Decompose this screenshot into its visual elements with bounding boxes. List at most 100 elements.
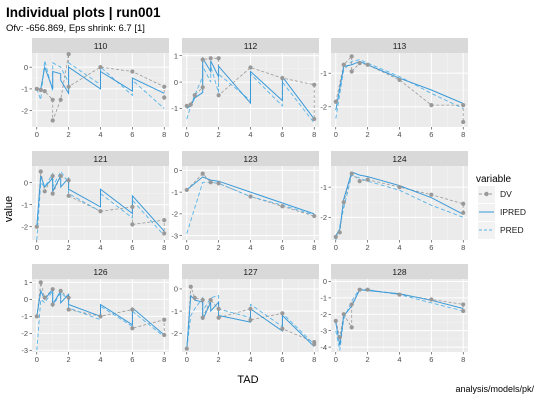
panel-124: 124 0 2 4 6 8 -1 -2 xyxy=(320,151,468,252)
dv-point xyxy=(66,307,71,312)
dv-point xyxy=(337,230,342,235)
x-tick-label: 0 xyxy=(185,243,189,252)
dv-point xyxy=(280,76,285,81)
y-tick-label: -1 xyxy=(21,200,28,209)
x-tick-label: 8 xyxy=(162,130,166,139)
x-tick-label: 2 xyxy=(366,130,370,139)
y-tick-label: 0 xyxy=(24,63,28,72)
x-tick-label: 6 xyxy=(280,130,284,139)
dv-point xyxy=(50,97,55,102)
x-tick-label: 4 xyxy=(98,243,102,252)
dv-point xyxy=(357,179,362,184)
y-tick-label: 0 xyxy=(24,295,28,304)
x-tick-label: 6 xyxy=(280,355,284,364)
dv-point xyxy=(162,84,167,89)
panel-strip-label: 123 xyxy=(243,154,257,164)
x-tick-label: 2 xyxy=(217,130,221,139)
dv-point xyxy=(162,95,167,100)
dv-point xyxy=(184,346,189,351)
dv-point xyxy=(184,103,189,108)
dv-point xyxy=(58,173,63,179)
panel-123: 123 0 2 4 6 8 0 -1 -2 -3 xyxy=(171,151,319,252)
panel-strip xyxy=(182,151,319,166)
x-tick-label: 4 xyxy=(397,355,401,364)
panel-strip-label: 112 xyxy=(244,41,258,51)
x-tick-label: 4 xyxy=(397,243,401,252)
dv-point xyxy=(50,191,55,196)
y-tick-label: -1 xyxy=(320,294,327,303)
x-tick-label: 2 xyxy=(217,355,221,364)
x-tick-label: 6 xyxy=(130,243,134,252)
x-tick-label: 0 xyxy=(35,130,39,139)
dv-point xyxy=(38,280,43,285)
dv-point xyxy=(208,297,213,303)
y-tick-label: -1 xyxy=(320,183,327,192)
y-tick-label: -2 xyxy=(171,329,178,338)
legend-key-point xyxy=(484,191,489,197)
y-tick-label: -2 xyxy=(21,329,28,338)
dv-point xyxy=(248,65,253,70)
dv-point xyxy=(397,185,402,190)
x-tick-label: 0 xyxy=(185,355,189,364)
dv-point xyxy=(333,318,338,323)
panel-strip xyxy=(331,264,468,279)
chart-subtitle: Ofv: -656.869, Eps shrink: 6.7 [1] xyxy=(6,23,145,34)
y-tick-label: -1 xyxy=(171,307,178,316)
x-tick-label: 6 xyxy=(429,130,433,139)
y-tick-label: -1 xyxy=(21,312,28,321)
dv-point xyxy=(365,62,370,67)
dv-point xyxy=(461,210,466,215)
panel-113: 113 0 2 4 6 8 -1 -2 xyxy=(320,38,468,139)
panel-strip xyxy=(182,38,319,53)
panel-strip xyxy=(182,264,319,279)
dv-line xyxy=(335,55,464,122)
dv-point xyxy=(98,314,103,319)
y-tick-label: -2 xyxy=(21,106,28,115)
dv-point xyxy=(461,119,466,125)
dv-point xyxy=(130,204,135,209)
x-tick-label: 8 xyxy=(461,355,465,364)
dv-point xyxy=(337,335,342,340)
dv-point xyxy=(429,103,434,108)
x-tick-label: 6 xyxy=(130,130,134,139)
dv-point xyxy=(130,326,135,331)
y-tick-label: -2 xyxy=(320,213,327,222)
dv-point xyxy=(333,234,338,240)
legend-entry-dv: DV xyxy=(478,186,512,203)
legend: variable DV IPRED PRED xyxy=(476,174,526,239)
dv-point xyxy=(397,77,402,83)
y-tick-label: 0 xyxy=(24,178,28,187)
dv-point xyxy=(42,189,47,194)
dv-point xyxy=(216,56,221,61)
dv-point xyxy=(192,93,197,98)
legend-label: DV xyxy=(500,189,512,199)
y-tick-label: -4 xyxy=(320,343,327,352)
panel-strip xyxy=(331,151,468,166)
dv-point xyxy=(38,169,43,174)
dv-point xyxy=(184,187,189,193)
dv-point xyxy=(280,326,285,331)
y-tick-label: -1 xyxy=(21,85,28,94)
legend-entry-pred: PRED xyxy=(478,222,524,239)
dv-point xyxy=(429,297,434,302)
dv-point xyxy=(397,292,402,297)
panel-strip xyxy=(331,38,468,53)
x-tick-label: 0 xyxy=(35,355,39,364)
y-tick-label: -2 xyxy=(21,222,28,231)
dv-point xyxy=(66,51,71,57)
legend-title: variable xyxy=(476,174,511,185)
x-tick-label: 8 xyxy=(312,130,316,139)
y-tick-label: 1 xyxy=(174,51,178,60)
x-tick-label: 0 xyxy=(35,243,39,252)
dv-point xyxy=(349,54,354,59)
panel-strip-label: 128 xyxy=(392,267,406,277)
y-tick-label: -3 xyxy=(320,326,327,335)
dv-point xyxy=(200,57,205,62)
dv-point xyxy=(312,82,317,87)
x-tick-label: 0 xyxy=(334,243,338,252)
dv-point xyxy=(130,307,135,312)
dv-point xyxy=(429,192,434,197)
dv-point xyxy=(248,317,253,323)
dv-point xyxy=(341,200,346,205)
